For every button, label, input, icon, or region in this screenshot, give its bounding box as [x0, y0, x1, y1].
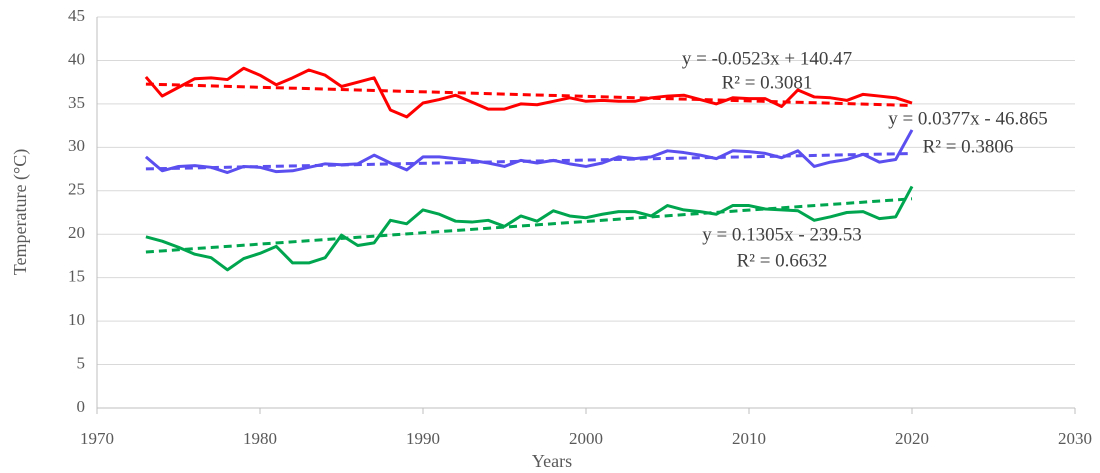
- y-tick-label: 25: [68, 180, 85, 199]
- x-tick-label: 1980: [243, 429, 277, 448]
- trend-line: [145, 197, 913, 254]
- y-tick-label: 20: [68, 223, 85, 242]
- y-tick-label: 10: [68, 310, 85, 329]
- data-line: [144, 66, 913, 119]
- trend-r2: R² = 0.6632: [737, 250, 828, 271]
- y-tick-label: 40: [68, 49, 85, 68]
- data-line: [144, 129, 914, 175]
- x-tick-label: 2030: [1058, 429, 1092, 448]
- y-tick-label: 30: [68, 136, 85, 155]
- y-tick-label: 15: [68, 267, 85, 286]
- x-tick-label: 1970: [80, 429, 114, 448]
- trend-equation: y = 0.1305x - 239.53: [702, 224, 862, 245]
- y-tick-label: 0: [77, 397, 86, 416]
- trend-equation: y = 0.0377x - 46.865: [888, 108, 1048, 129]
- trend-equation: y = -0.0523x + 140.47: [682, 48, 852, 69]
- trend-r2: R² = 0.3081: [722, 72, 813, 93]
- trend-r2: R² = 0.3806: [923, 136, 1014, 157]
- y-tick-label: 45: [68, 6, 85, 25]
- x-tick-label: 1990: [406, 429, 440, 448]
- trend-line: [145, 152, 913, 171]
- x-tick-label: 2010: [732, 429, 766, 448]
- trend-line: [145, 82, 913, 107]
- y-axis-title: Temperature (°C): [10, 149, 31, 275]
- y-tick-label: 35: [68, 93, 85, 112]
- x-tick-label: 2000: [569, 429, 603, 448]
- x-tick-label: 2020: [895, 429, 929, 448]
- x-axis-title: Years: [532, 451, 572, 471]
- data-line: [145, 185, 914, 272]
- y-tick-label: 5: [77, 353, 86, 372]
